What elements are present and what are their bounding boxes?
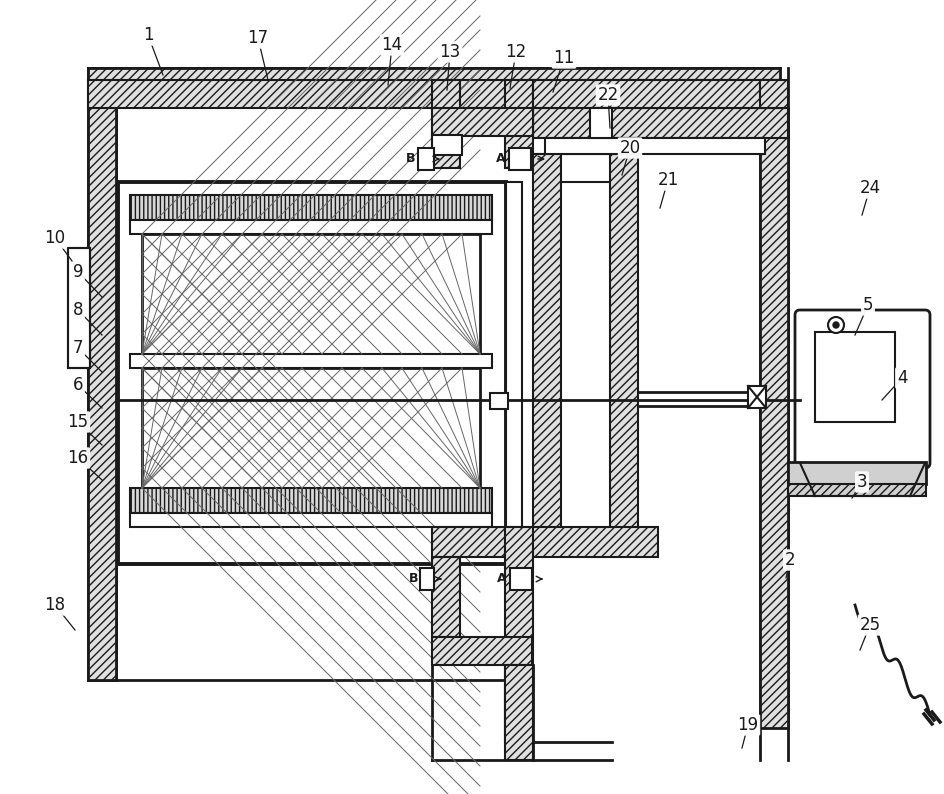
Text: 3: 3 xyxy=(856,473,867,491)
Bar xyxy=(68,248,90,368)
Text: 6: 6 xyxy=(73,376,83,394)
Text: 13: 13 xyxy=(439,43,460,61)
Bar xyxy=(431,108,532,136)
Bar xyxy=(68,248,90,368)
Text: 12: 12 xyxy=(505,43,526,61)
Bar xyxy=(490,393,508,409)
Text: 7: 7 xyxy=(73,339,83,357)
FancyBboxPatch shape xyxy=(794,310,929,468)
Bar xyxy=(545,138,765,154)
Bar xyxy=(130,354,492,368)
Bar xyxy=(787,484,925,496)
Text: 24: 24 xyxy=(858,179,880,197)
Bar xyxy=(142,234,480,354)
Bar xyxy=(431,637,531,665)
Bar xyxy=(532,80,779,108)
Text: 1: 1 xyxy=(143,26,153,44)
Text: 8: 8 xyxy=(73,301,83,319)
Bar xyxy=(431,527,657,557)
Text: 10: 10 xyxy=(44,229,65,247)
Bar xyxy=(532,108,787,138)
Bar xyxy=(88,80,779,108)
Text: 22: 22 xyxy=(597,86,618,104)
Text: 9: 9 xyxy=(73,263,83,281)
Text: B: B xyxy=(405,152,414,165)
Bar xyxy=(419,568,433,590)
Text: 5: 5 xyxy=(862,296,872,314)
Bar xyxy=(610,154,637,536)
Bar xyxy=(532,154,561,536)
Text: 15: 15 xyxy=(67,413,89,431)
Bar xyxy=(759,108,787,728)
Bar xyxy=(814,332,894,422)
Bar xyxy=(431,557,460,637)
Bar xyxy=(118,182,505,564)
Text: 16: 16 xyxy=(67,449,89,467)
Text: 18: 18 xyxy=(44,596,65,614)
Bar xyxy=(417,148,433,170)
Bar xyxy=(509,148,531,170)
Bar xyxy=(431,80,460,168)
Bar xyxy=(505,182,521,532)
Text: 14: 14 xyxy=(381,36,402,54)
Text: 19: 19 xyxy=(736,716,758,734)
Bar xyxy=(431,135,462,155)
Bar xyxy=(130,195,492,220)
Text: 17: 17 xyxy=(247,29,268,47)
Bar xyxy=(88,68,779,80)
Text: A: A xyxy=(496,152,505,165)
Text: 25: 25 xyxy=(858,616,880,634)
Bar xyxy=(504,80,532,168)
Text: A: A xyxy=(497,572,507,585)
Text: 20: 20 xyxy=(618,139,640,157)
Text: 21: 21 xyxy=(657,171,678,189)
Text: B: B xyxy=(408,572,417,585)
Bar xyxy=(510,568,531,590)
Bar xyxy=(130,513,492,527)
Circle shape xyxy=(827,317,843,333)
Text: 4: 4 xyxy=(896,369,906,387)
Bar xyxy=(130,488,492,513)
Bar xyxy=(88,80,116,680)
Bar xyxy=(130,220,492,234)
Bar xyxy=(759,80,787,108)
Bar xyxy=(589,108,612,138)
Text: 2: 2 xyxy=(784,551,795,569)
Bar xyxy=(748,386,766,408)
Polygon shape xyxy=(800,463,924,496)
Bar xyxy=(787,462,925,484)
Text: 11: 11 xyxy=(553,49,574,67)
Circle shape xyxy=(832,322,838,328)
Bar xyxy=(504,665,532,760)
Bar xyxy=(142,368,480,488)
Bar xyxy=(504,527,532,742)
